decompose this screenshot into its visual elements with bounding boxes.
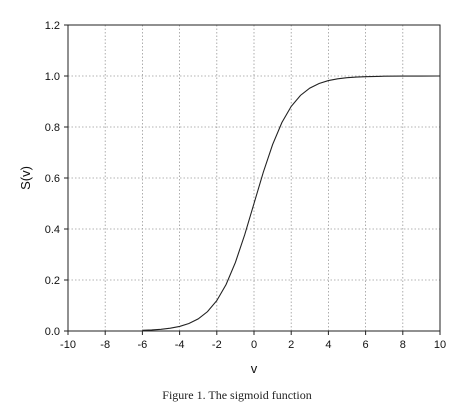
x-tick-label: 10 <box>434 339 446 351</box>
series-layer <box>142 75 441 331</box>
y-tick-label: 1.0 <box>45 71 60 83</box>
x-tick-label: -4 <box>175 339 185 351</box>
y-tick-label: 0.8 <box>45 122 60 134</box>
y-tick-label: 0.6 <box>45 173 60 185</box>
x-tick-label: -2 <box>212 339 222 351</box>
figure-caption: Figure 1. The sigmoid function <box>162 388 312 402</box>
x-tick-label: -10 <box>60 339 76 351</box>
x-tick-labels: -10 -8 -6 -4 -2 0 2 4 6 8 10 <box>60 339 446 351</box>
series-line <box>142 75 441 331</box>
y-tick-label: 0.4 <box>45 224 60 236</box>
x-axis-title: v <box>251 361 258 376</box>
tick-marks <box>64 24 441 335</box>
x-tick-label: 0 <box>251 339 257 351</box>
x-tick-label: 8 <box>400 339 406 351</box>
grid-lines <box>68 25 440 331</box>
x-tick-label: -6 <box>138 339 148 351</box>
y-tick-label: 1.2 <box>45 20 60 32</box>
x-tick-label: 4 <box>325 339 331 351</box>
y-tick-labels: 0.0 0.2 0.4 0.6 0.8 1.0 1.2 <box>45 20 60 338</box>
y-tick-label: 0.0 <box>45 326 60 338</box>
x-tick-label: 6 <box>363 339 369 351</box>
y-tick-label: 0.2 <box>45 275 60 287</box>
x-tick-label: -8 <box>100 339 110 351</box>
x-tick-label: 2 <box>288 339 294 351</box>
y-axis-title: S(v) <box>18 166 33 190</box>
